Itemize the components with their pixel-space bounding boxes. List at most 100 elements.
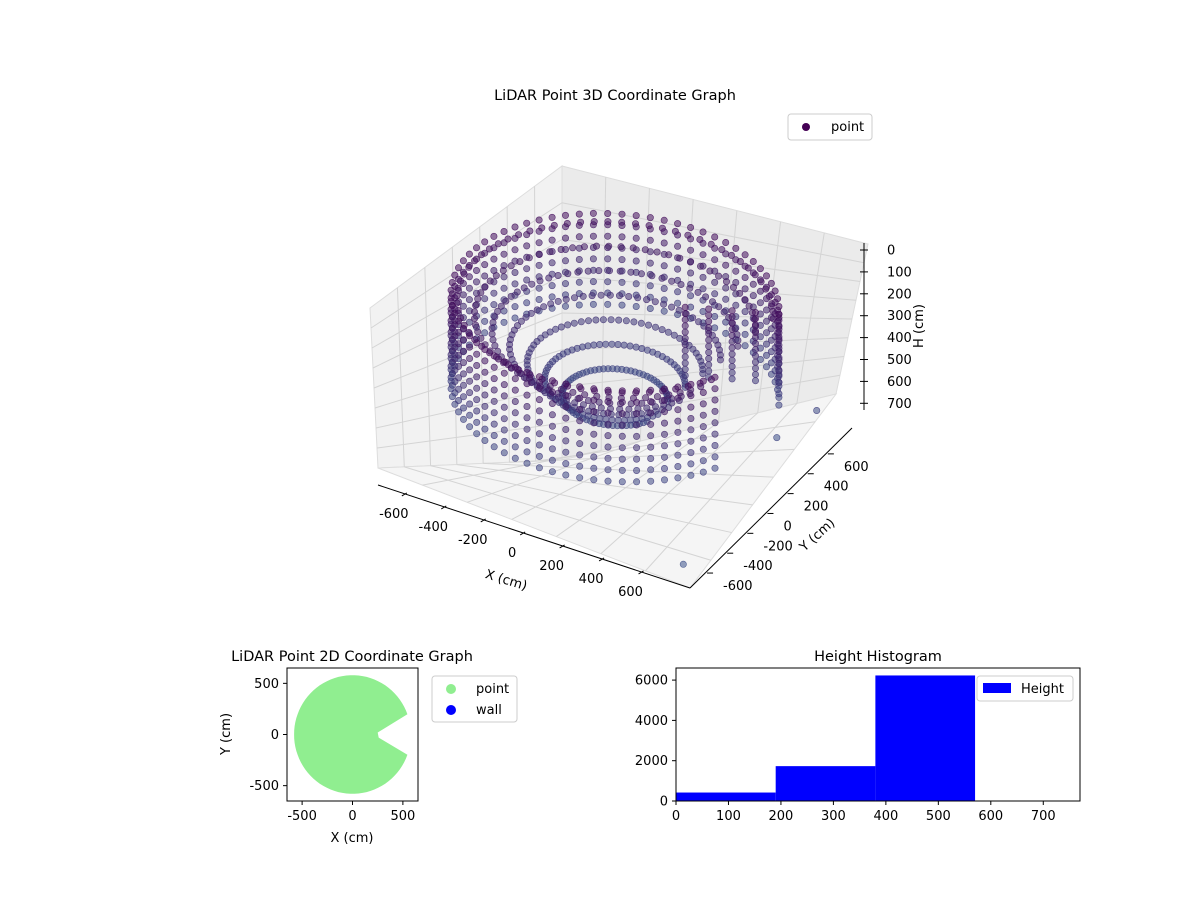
x-ticks-3d: -600 -400 -200 0 200 400 600 — [379, 492, 644, 600]
point-3d — [465, 263, 473, 271]
point-3d — [535, 261, 543, 269]
point-3d — [535, 216, 543, 224]
pane-floor — [377, 393, 838, 589]
point-3d — [579, 401, 587, 409]
point-3d — [472, 301, 480, 309]
point-3d — [547, 300, 555, 308]
point-3d — [511, 280, 519, 288]
point-3d — [486, 277, 494, 285]
point-3d — [511, 246, 519, 254]
point-3d — [633, 398, 641, 406]
histogram-x-tick-label: 0 — [672, 809, 680, 824]
point-3d — [762, 329, 770, 337]
point-3d — [490, 420, 498, 428]
y-tick-label-3d: 600 — [844, 460, 869, 475]
point-3d — [504, 235, 512, 243]
x-tick-label-3d: -600 — [379, 507, 409, 522]
point-3d — [511, 409, 519, 417]
point-3d — [618, 421, 626, 429]
y-tick-label-3d: 400 — [824, 480, 849, 495]
point-3d — [466, 354, 474, 362]
point-3d — [481, 436, 489, 444]
point-3d — [711, 312, 719, 320]
point-3d — [722, 329, 730, 337]
point-3d — [604, 278, 612, 286]
point-3d — [548, 399, 556, 407]
point-3d — [728, 307, 736, 315]
point-3d — [660, 262, 668, 270]
point-3d — [535, 284, 543, 292]
point-3d — [751, 321, 759, 329]
point-3d — [490, 409, 498, 417]
point-3d — [523, 299, 531, 307]
point-3d — [481, 295, 489, 303]
legend-histogram-label: Height — [1021, 682, 1064, 697]
point-3d — [711, 430, 719, 438]
point-3d — [660, 476, 668, 484]
point-3d — [488, 324, 496, 332]
point-3d — [473, 339, 481, 347]
point-3d — [535, 407, 543, 415]
histogram-y-tick-label: 0 — [660, 795, 668, 810]
point-3d — [647, 432, 655, 440]
point-3d — [562, 425, 570, 433]
point-3d — [511, 397, 519, 405]
point-3d — [500, 284, 508, 292]
point-3d — [681, 303, 689, 311]
point-3d — [608, 340, 616, 348]
point-3d — [716, 356, 724, 364]
point-3d — [711, 441, 719, 449]
point-3d — [674, 265, 682, 273]
point-3d — [490, 363, 498, 371]
point-3d — [711, 407, 719, 415]
point-3d — [589, 300, 597, 308]
point-3d — [576, 383, 584, 391]
point-3d — [722, 239, 730, 247]
point-3d — [715, 272, 723, 280]
point-3d — [699, 445, 707, 453]
point-3d — [681, 340, 689, 348]
point-3d — [588, 292, 596, 300]
point-3d — [728, 350, 736, 358]
point-3d — [687, 426, 695, 434]
point-3d — [687, 392, 695, 400]
point-3d — [618, 210, 626, 218]
point-3d — [749, 280, 757, 288]
point-3d — [490, 232, 498, 240]
point-3d — [775, 344, 783, 352]
point-3d — [762, 306, 770, 314]
point-3d — [523, 368, 531, 376]
point-3d — [569, 388, 577, 396]
point-3d — [765, 292, 773, 300]
point-3d — [499, 266, 507, 274]
point-3d — [687, 246, 695, 254]
point-3d — [705, 367, 713, 375]
point-3d — [699, 370, 707, 378]
point-3d — [604, 432, 612, 440]
point-3d — [618, 478, 626, 486]
point-3d — [535, 452, 543, 460]
point-3d — [741, 285, 749, 293]
point-3d — [454, 284, 462, 292]
point-3d — [643, 296, 651, 304]
point-3d — [459, 370, 467, 378]
point-3d — [535, 251, 543, 259]
point-3d — [646, 214, 654, 222]
point-3d — [570, 319, 578, 327]
point-3d — [681, 365, 689, 373]
point-3d — [674, 242, 682, 250]
point-3d — [646, 304, 654, 312]
histogram-bars — [676, 675, 976, 801]
point-3d — [576, 474, 584, 482]
point-3d — [491, 342, 499, 350]
point-3d — [775, 310, 783, 318]
legend-2d-point-label: point — [476, 682, 509, 697]
point-3d — [647, 466, 655, 474]
point-3d — [722, 284, 730, 292]
point-3d — [694, 288, 702, 296]
point-3d — [523, 265, 531, 273]
point-3d — [470, 314, 478, 322]
point-3d — [523, 448, 531, 456]
point-3d — [517, 317, 525, 325]
